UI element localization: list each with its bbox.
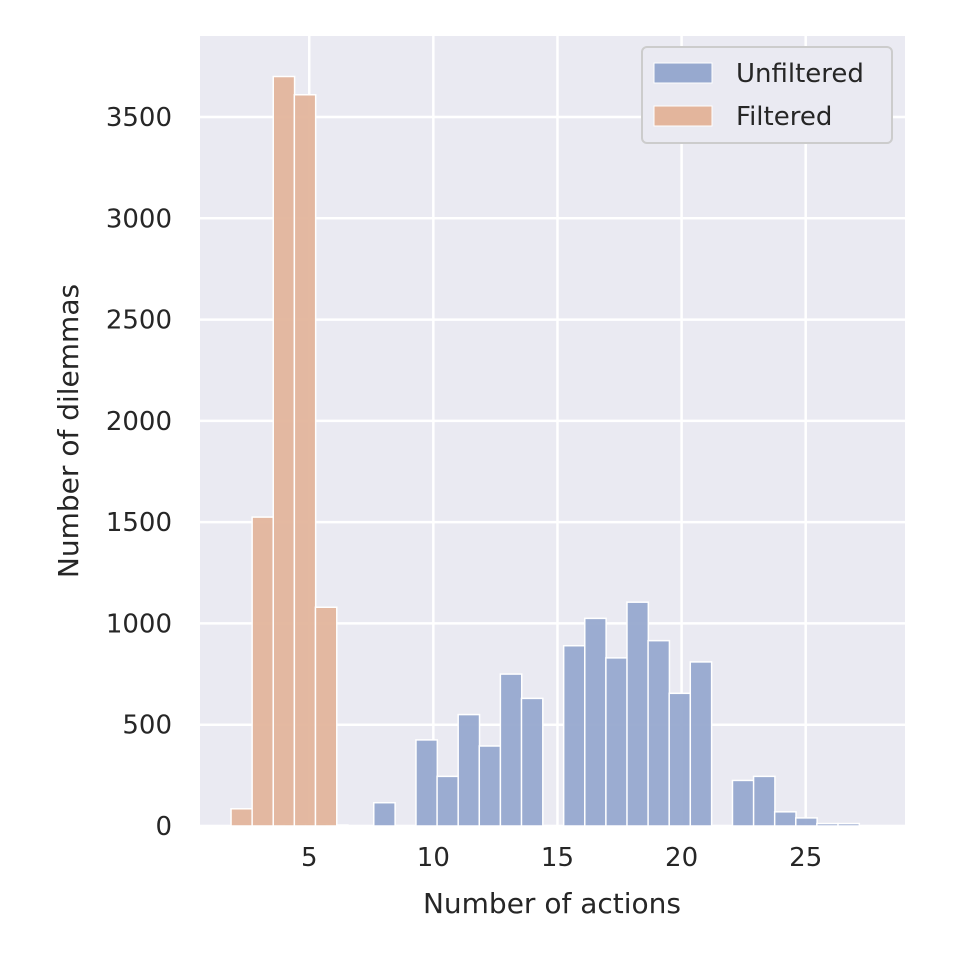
legend-swatch-unfiltered <box>653 62 713 84</box>
y-tick-label: 500 <box>122 711 172 741</box>
legend-label-filtered: Filtered <box>736 102 832 132</box>
x-tick-label: 15 <box>541 843 574 873</box>
unfiltered-bar <box>478 745 502 827</box>
unfiltered-bar <box>415 739 439 827</box>
x-tick-label: 20 <box>665 843 698 873</box>
unfiltered-bar <box>795 817 818 827</box>
unfiltered-bar <box>499 673 523 827</box>
unfiltered-bar <box>562 644 586 827</box>
unfiltered-bar <box>457 713 481 827</box>
unfiltered-bar <box>731 779 755 827</box>
unfiltered-bar <box>626 601 650 827</box>
filtered-bar <box>230 808 254 827</box>
y-tick-label: 2500 <box>106 306 172 336</box>
unfiltered-bar <box>584 617 607 827</box>
y-tick-label: 1000 <box>106 609 172 639</box>
unfiltered-bar <box>520 697 544 827</box>
legend: Unfiltered Filtered <box>641 46 893 144</box>
unfiltered-bar <box>668 692 692 827</box>
unfiltered-bar <box>752 775 776 827</box>
filtered-bar <box>293 93 317 827</box>
unfiltered-bar <box>373 801 396 827</box>
y-tick-label: 1500 <box>106 508 172 538</box>
y-tick-label: 0 <box>155 812 172 842</box>
x-axis-label: Number of actions <box>423 887 681 920</box>
y-tick-labels: 0 500 1000 1500 2000 2500 3000 3500 <box>106 103 172 842</box>
unfiltered-bar <box>436 775 460 827</box>
y-tick-label: 2000 <box>106 407 172 437</box>
unfiltered-bar <box>773 811 797 827</box>
unfiltered-bar <box>837 822 861 827</box>
x-tick-label: 25 <box>789 843 822 873</box>
filtered-bar <box>314 606 338 827</box>
filtered-bar <box>272 75 296 827</box>
unfiltered-bar <box>605 657 628 827</box>
bars-group <box>230 75 861 827</box>
unfiltered-bar <box>816 822 839 827</box>
y-tick-label: 3500 <box>106 103 172 133</box>
x-tick-label: 5 <box>301 843 318 873</box>
filtered-bar <box>251 516 275 827</box>
x-tick-labels: 5 10 15 20 25 <box>301 843 822 873</box>
legend-swatch-filtered <box>653 105 713 127</box>
x-tick-label: 10 <box>417 843 450 873</box>
legend-label-unfiltered: Unfiltered <box>736 59 864 89</box>
unfiltered-bar <box>647 639 671 827</box>
y-axis-label: Number of dilemmas <box>52 284 85 578</box>
y-tick-label: 3000 <box>106 204 172 234</box>
unfiltered-bar <box>689 661 713 827</box>
